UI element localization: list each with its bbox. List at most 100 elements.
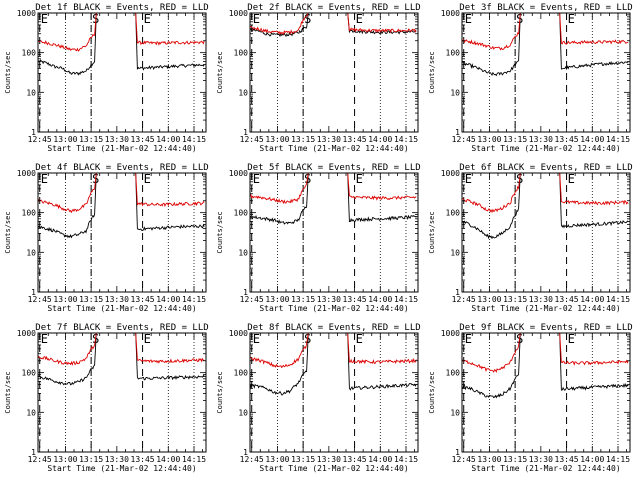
y-tick-label: 100 [234,49,249,58]
y-tick-label: 1 [243,288,248,297]
x-tick-label: 14:00 [580,295,604,304]
x-tick-label: 14:00 [156,295,180,304]
x-axis-label: Start Time (21-Mar-02 12:44:40) [259,464,408,473]
y-axis-label: Counts/sec [4,211,12,253]
marker-label: E [144,172,151,186]
y-tick-label: 10 [26,408,36,417]
x-tick-label: 14:00 [156,135,180,144]
y-axis-label: Counts/sec [216,371,224,413]
events-trace [347,12,417,35]
x-axis-label: Start Time (21-Mar-02 12:44:40) [259,144,408,153]
y-axis-label: Counts/sec [428,211,436,253]
y-tick-label: 1000 [441,9,460,18]
marker-label: E [41,332,48,346]
x-axis-label: Start Time (21-Mar-02 12:44:40) [471,144,620,153]
lld-trace [559,12,629,45]
x-tick-label: 13:15 [503,295,527,304]
panel-title: Det 6f BLACK = Events, RED = LLD [459,163,632,173]
marker-label: E [465,172,472,186]
events-trace [462,332,521,399]
y-tick-label: 1000 [17,329,36,338]
marker-label: E [356,12,363,26]
lld-trace [249,172,309,205]
x-tick-label: 13:15 [79,295,103,304]
x-tick-label: 14:15 [394,135,418,144]
plot-frame [37,12,207,133]
y-tick-label: 100 [22,49,37,58]
marker-label: E [144,12,151,26]
lld-trace [135,332,205,364]
x-tick-label: 14:00 [368,295,392,304]
x-tick-label: 13:00 [53,455,77,464]
y-tick-label: 1 [31,128,36,137]
marker-label: E [41,12,48,26]
y-tick-label: 1000 [17,169,36,178]
x-tick-label: 13:30 [105,295,129,304]
x-axis-label: Start Time (21-Mar-02 12:44:40) [47,144,196,153]
x-axis-label: Start Time (21-Mar-02 12:44:40) [471,304,620,313]
lld-trace [347,12,417,34]
x-axis-label: Start Time (21-Mar-02 12:44:40) [259,304,408,313]
panel-title: Det 2f BLACK = Events, RED = LLD [247,3,420,13]
x-tick-label: 13:15 [503,455,527,464]
x-tick-label: 13:00 [265,135,289,144]
x-tick-label: 14:15 [182,455,206,464]
x-tick-label: 13:45 [555,455,579,464]
lld-trace [461,172,521,214]
y-axis-label: Counts/sec [216,211,224,253]
x-tick-label: 12:45 [240,455,264,464]
panel-title: Det 1f BLACK = Events, RED = LLD [35,3,208,13]
marker-label: E [568,12,575,26]
events-trace [135,172,205,231]
y-tick-label: 100 [446,49,461,58]
events-trace [249,172,309,225]
y-tick-label: 100 [22,369,37,378]
x-tick-label: 13:15 [79,135,103,144]
x-tick-label: 12:45 [28,135,52,144]
events-trace [347,172,417,223]
y-tick-label: 10 [26,88,36,97]
y-tick-label: 100 [446,209,461,218]
events-trace [135,12,205,71]
y-axis-label: Counts/sec [428,371,436,413]
plot-frame [461,12,631,133]
x-tick-label: 13:30 [317,295,341,304]
lld-trace [37,12,97,52]
y-axis-label: Counts/sec [428,51,436,93]
panel-title: Det 8f BLACK = Events, RED = LLD [247,323,420,333]
y-tick-label: 1 [455,288,460,297]
lld-trace [347,172,417,201]
plot-frame [249,172,419,293]
x-tick-label: 13:30 [529,135,553,144]
y-tick-label: 10 [26,248,36,257]
y-axis-label: Counts/sec [4,371,12,413]
x-tick-label: 13:00 [53,295,77,304]
x-tick-label: 12:45 [452,455,476,464]
x-tick-label: 13:45 [343,455,367,464]
y-tick-label: 1 [455,448,460,457]
x-tick-label: 12:45 [452,135,476,144]
x-tick-label: 14:00 [580,455,604,464]
y-tick-label: 1000 [229,169,248,178]
x-tick-label: 13:45 [555,135,579,144]
x-tick-label: 13:15 [291,455,315,464]
y-tick-label: 1 [31,288,36,297]
panel-title: Det 4f BLACK = Events, RED = LLD [35,163,208,173]
lld-trace [249,332,309,369]
panel-title: Det 3f BLACK = Events, RED = LLD [459,3,632,13]
x-tick-label: 14:00 [580,135,604,144]
x-tick-label: 12:45 [240,135,264,144]
x-tick-label: 13:45 [555,295,579,304]
panel-title: Det 9f BLACK = Events, RED = LLD [459,323,632,333]
panel-title: Det 5f BLACK = Events, RED = LLD [247,163,420,173]
lld-trace [37,172,97,214]
x-tick-label: 14:15 [394,455,418,464]
x-tick-label: 13:00 [477,295,501,304]
x-tick-label: 13:00 [477,455,501,464]
y-tick-label: 100 [446,369,461,378]
y-tick-label: 1000 [441,329,460,338]
